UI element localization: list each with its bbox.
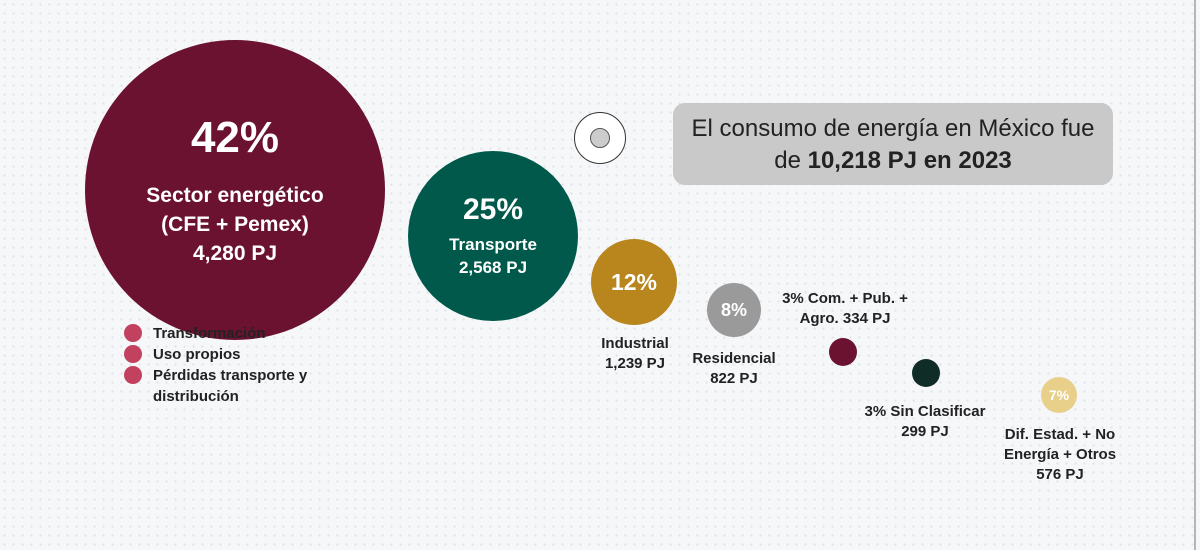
total-line2-prefix: de xyxy=(774,147,808,174)
label-industrial: Industrial 1,239 PJ xyxy=(585,334,685,374)
total-value: 10,218 PJ en 2023 xyxy=(807,147,1012,174)
percent-label: 7% xyxy=(1048,387,1070,403)
total-line1: El consumo de energía en México fue xyxy=(691,115,1095,142)
legend-dot-icon xyxy=(124,324,142,342)
percent-label: 12% xyxy=(610,268,658,295)
legend-label: Pérdidas transporte y distribución xyxy=(153,367,308,405)
pj-label: 299 PJ xyxy=(901,423,949,440)
pj-label: 1,239 PJ xyxy=(604,355,666,372)
legend-dot-icon xyxy=(124,366,142,384)
bubble-industrial: 12% xyxy=(591,239,677,325)
pj-label: 2,568 PJ xyxy=(458,258,528,277)
label-residencial: Residencial 822 PJ xyxy=(684,349,784,389)
total-consumption-box: El consumo de energía en México fue de 1… xyxy=(673,103,1113,185)
target-ring-icon xyxy=(574,112,626,164)
label-comercial: 3% Com. + Pub. + Agro. 334 PJ xyxy=(782,290,908,327)
legend-item: Pérdidas transporte y distribución xyxy=(124,365,343,407)
category-label: Residencial xyxy=(692,350,776,367)
bubble-sector-energetico: 42% Sector energético (CFE + Pemex) 4,28… xyxy=(85,40,385,340)
legend-item: Transformación xyxy=(124,323,343,344)
category-label: Transporte xyxy=(449,235,537,254)
legend-dot-icon xyxy=(124,345,142,363)
label-sin-clasificar: 3% Sin Clasificar 299 PJ xyxy=(850,402,1000,442)
legend-item: Uso propios xyxy=(124,344,343,365)
bubble-otros: 7% xyxy=(1041,377,1077,413)
bubble-transporte: 25% Transporte 2,568 PJ xyxy=(408,151,578,321)
percent-label: 42% xyxy=(190,112,280,162)
percent-label: 8% xyxy=(720,299,747,320)
category-label: Industrial xyxy=(601,335,669,352)
percent-label: 25% xyxy=(462,193,524,226)
legend-label: Transformación xyxy=(153,325,266,342)
legend-label: Uso propios xyxy=(153,346,241,363)
pj-label: 822 PJ xyxy=(710,370,758,387)
label-otros: Dif. Estad. + No Energía + Otros 576 PJ xyxy=(995,425,1125,485)
legend: Transformación Uso propios Pérdidas tran… xyxy=(124,323,343,407)
pj-label: 4,280 PJ xyxy=(192,241,278,265)
bubble-residencial: 8% xyxy=(707,283,761,337)
category-label: Sector energético (CFE + Pemex) xyxy=(146,183,324,236)
category-label: 3% Sin Clasificar xyxy=(864,403,986,420)
pj-label: 576 PJ xyxy=(1036,466,1084,483)
category-label: Dif. Estad. + No Energía + Otros xyxy=(1003,426,1117,463)
bubble-comercial xyxy=(829,338,857,366)
bubble-sin-clasificar xyxy=(912,359,940,387)
